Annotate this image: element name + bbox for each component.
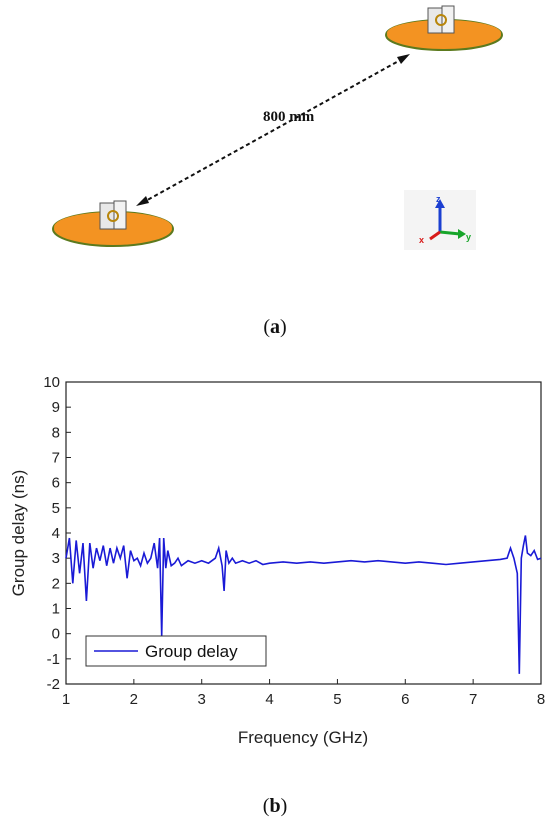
y-tick-label: 10	[43, 374, 60, 391]
panel-label-b: (b)	[263, 795, 287, 817]
y-tick-label: 3	[52, 550, 60, 567]
x-axis-title: Frequency (GHz)	[238, 728, 368, 747]
distance-label: 800 mm	[263, 109, 315, 125]
y-tick-label: -1	[47, 651, 60, 668]
legend-label: Group delay	[145, 642, 238, 661]
y-tick-label: 4	[52, 525, 60, 542]
x-tick-label: 3	[198, 691, 206, 708]
antenna-left	[52, 200, 174, 247]
y-tick-label: 1	[52, 601, 60, 618]
feed-right	[435, 14, 447, 26]
x-ticks: 1 2 3 4 5 6 7 8	[62, 679, 545, 708]
x-axis-glyph: x	[419, 235, 424, 245]
panel-label-a: (a)	[263, 316, 286, 338]
radiator-right-right	[441, 5, 455, 34]
x-tick-label: 6	[401, 691, 409, 708]
group-delay-chart: -2 -1 0 1 2 3 4 5 6 7 8 9 10 1 2 3 4 5 6 7 8 Group delay Fr…	[9, 374, 545, 817]
x-tick-label: 5	[333, 691, 341, 708]
radiator-left-right	[113, 200, 127, 230]
group-delay-series-line	[65, 535, 542, 674]
feed-left	[107, 210, 119, 222]
y-axis-glyph: y	[466, 232, 471, 242]
coordinate-axes-icon: z y x	[404, 190, 476, 250]
y-tick-label: 9	[52, 399, 60, 416]
z-axis-label: z	[436, 194, 441, 204]
x-tick-label: 7	[469, 691, 477, 708]
y-tick-label: -2	[47, 676, 60, 693]
legend: Group delay	[85, 635, 267, 667]
y-tick-label: 2	[52, 575, 60, 592]
antenna-right	[385, 5, 503, 51]
x-tick-label: 8	[537, 691, 545, 708]
x-tick-label: 2	[130, 691, 138, 708]
y-tick-label: 6	[52, 475, 60, 492]
arrowhead-top-right	[397, 54, 410, 64]
distance-arrow	[136, 54, 410, 206]
y-tick-label: 5	[52, 500, 60, 517]
y-axis-title: Group delay (ns)	[9, 470, 28, 597]
y-ticks: -2 -1 0 1 2 3 4 5 6 7 8 9 10	[43, 374, 71, 693]
radiator-right-left	[427, 7, 443, 34]
x-tick-label: 1	[62, 691, 70, 708]
y-tick-label: 8	[52, 424, 60, 441]
antenna-scene: 800 mm z y x (a)	[52, 5, 503, 338]
y-tick-label: 0	[52, 626, 60, 643]
y-tick-label: 7	[52, 450, 60, 467]
x-tick-label: 4	[265, 691, 273, 708]
arrowhead-bottom-left	[136, 196, 149, 206]
